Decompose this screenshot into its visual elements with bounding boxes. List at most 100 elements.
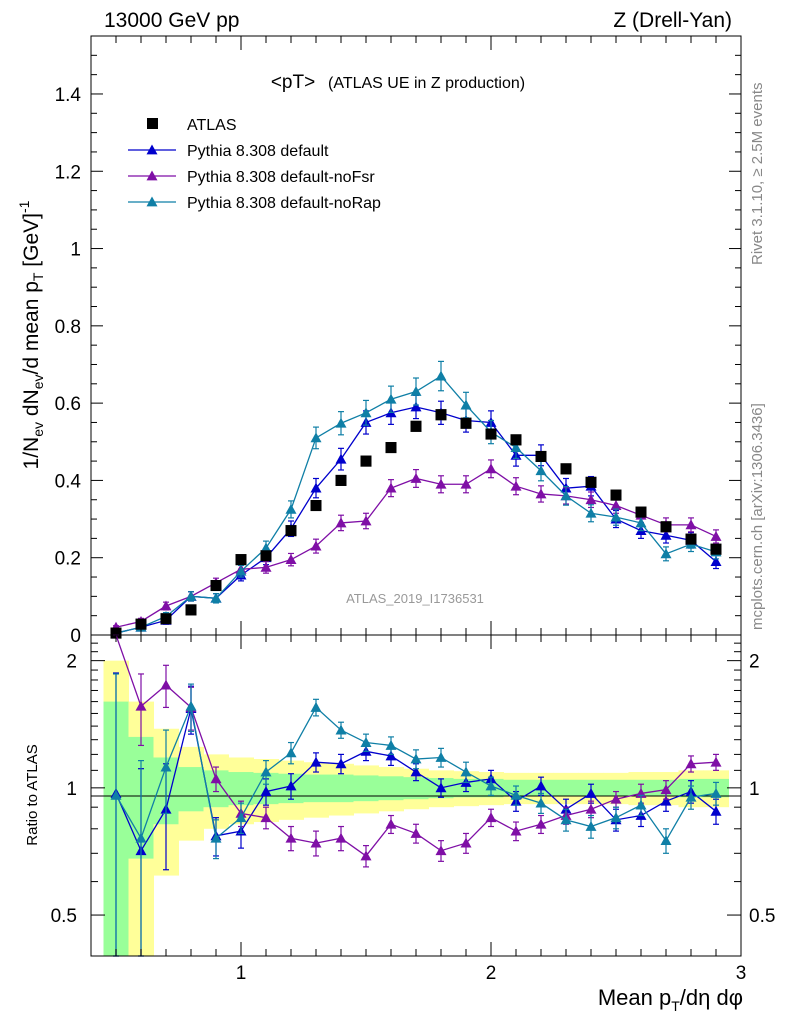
pythia-8-308-default-nofsr-ratio-point [285,832,297,843]
atlas-point-top [135,618,147,630]
watermark: ATLAS_2019_I1736531 [346,591,484,606]
atlas-point-top [335,474,347,486]
pythia-8-308-default-nofsr-ratio-point [310,837,322,848]
main-y-axis: 0 0.2 0.4 0.6 0.8 1 1.2 1.4 [55,54,741,647]
pythia-8-308-default-nofsr-ratio-point [410,827,422,838]
atlas-point-top [360,455,372,467]
pythia-8-308-default-nofsr-point [160,600,172,611]
pythia-8-308-default-norap-ratio-point [685,791,697,802]
atlas-point-top [210,580,222,592]
atlas-point-top [685,533,697,545]
pythia-8-308-default-nofsr-ratio-point [685,758,697,769]
y-tick-label: 0.6 [55,394,81,415]
y-tick-label: 1 [70,240,81,261]
ratio-y-tick-label-right: 2 [749,652,760,673]
pythia-8-308-default-nofsr-ratio-point [385,818,397,829]
legend-marker-atlas [147,118,158,129]
pythia-8-308-default-norap-point [285,503,297,514]
pythia-8-308-default-nofsr-ratio-point [210,773,222,784]
pythia-8-308-default-nofsr-point [685,519,697,530]
pythia-8-308-default-norap-point [385,393,397,404]
y-tick-label: 0.2 [55,549,81,570]
x-tick-label: 1 [236,963,247,984]
y-tick-label: 0 [70,626,81,647]
pythia-8-308-default-nofsr-point [510,480,522,491]
pythia-8-308-default-norap-ratio-point [385,739,397,750]
ratio-band-1sigma [303,774,329,803]
atlas-point-top [260,550,272,562]
pythia-8-308-default-nofsr-point [285,554,297,565]
pythia-8-308-default-norap-ratio-point [310,701,322,712]
pythia-8-308-default-nofsr-ratio-point [335,832,347,843]
ratio-y-tick-label: 0.5 [51,906,77,927]
pythia-8-308-default-norap-ratio-point [610,812,622,823]
pythia-8-308-default-norap-ratio-point [535,797,547,808]
pythia-8-308-default-norap-ratio-point [410,753,422,764]
ratio-band-1sigma [328,774,354,803]
pythia-8-308-default-ratio-point [585,787,597,798]
pythia-8-308-default-ratio-point [710,805,722,816]
x-tick-label: 3 [736,963,747,984]
pythia-8-308-default-ratio-point [535,780,547,791]
pythia-8-308-default-ratio-point [260,786,272,796]
pythia-8-308-default-nofsr-ratio-point [435,845,447,856]
pythia-8-308-default-point [410,401,422,412]
pythia-8-308-default-norap-ratio-point [360,737,372,747]
y-tick-label: 1.4 [55,85,82,106]
chart-subtitle: (ATLAS UE in Z production) [328,75,525,92]
pythia-8-308-default-ratio-point [285,780,297,791]
pythia-8-308-default-norap-point [510,442,522,452]
pythia-8-308-default-norap-point [360,407,372,418]
x-axis-label: Mean pT/dη dφ [598,985,743,1014]
ratio-y-tick-label-right: 0.5 [749,906,775,927]
pythia-8-308-default-norap-point [310,432,322,443]
pythia-8-308-default-point [310,482,322,493]
side-mcplots: mcplots.cern.ch [arXiv:1306.3436] [749,403,766,630]
pythia-8-308-default-nofsr-ratio-point [360,850,372,861]
pythia-8-308-default-norap-ratio-point [660,835,672,846]
y-axis-label: 1/Nev dNev/d mean pT [GeV]-1 [16,200,46,469]
legend-label-pythia-8-308-default-nofsr: Pythia 8.308 default-noFsr [187,169,375,186]
pythia-8-308-default-norap-ratio-point [585,821,597,831]
pythia-8-308-default-norap-ratio-point [185,700,197,711]
pythia-8-308-default-norap-ratio-point [235,812,247,823]
pythia-8-308-default-norap-point [535,465,547,476]
pythia-8-308-default-norap-ratio-point [510,789,522,800]
y-tick-label: 0.4 [55,471,82,492]
atlas-point-top [410,420,422,432]
y-tick-label: 0.8 [55,317,81,338]
pythia-8-308-default-norap-ratio-point [210,832,222,843]
pythia-8-308-default-norap-point [585,507,597,518]
pythia-8-308-default-nofsr-point [460,478,472,489]
atlas-point-top [235,554,247,566]
pythia-8-308-default-norap-point [660,548,672,559]
atlas-point-top [285,525,297,537]
ratio-band-1sigma [553,779,579,797]
atlas-point-top [585,476,597,488]
pythia-8-308-default-nofsr-point [260,561,272,572]
pythia-8-308-default-ratio-point [335,758,347,769]
chart-title: <pT> [271,72,315,93]
atlas-point-top [610,489,622,501]
legend-label-pythia-8-308-default: Pythia 8.308 default [187,143,329,160]
ratio-series-layer [110,634,722,957]
atlas-point-top [560,463,572,475]
pythia-8-308-default-nofsr-point [335,517,347,528]
ratio-band-1sigma [403,777,429,800]
legend-marker-pythia-8-308-default [146,144,158,155]
header-left: 13000 GeV pp [104,9,239,32]
atlas-point-top [635,506,647,518]
pythia-8-308-default-nofsr-ratio-point [610,793,622,804]
legend-label-pythia-8-308-default-norap: Pythia 8.308 default-noRap [187,195,381,212]
pythia-8-308-default-norap-ratio-point [160,761,172,772]
atlas-point-top [510,434,522,446]
pythia-8-308-default-norap-point [235,565,247,576]
pythia-8-308-default-norap-ratio-point [460,766,472,777]
pythia-8-308-default-norap-point [460,399,472,410]
legend-label-atlas: ATLAS [187,117,237,134]
pythia-8-308-default-nofsr-point [710,530,722,541]
pythia-8-308-default-norap-point [335,417,347,428]
pythia-8-308-default-nofsr-ratio-point [710,756,722,767]
pythia-8-308-default-nofsr-point [385,482,397,493]
